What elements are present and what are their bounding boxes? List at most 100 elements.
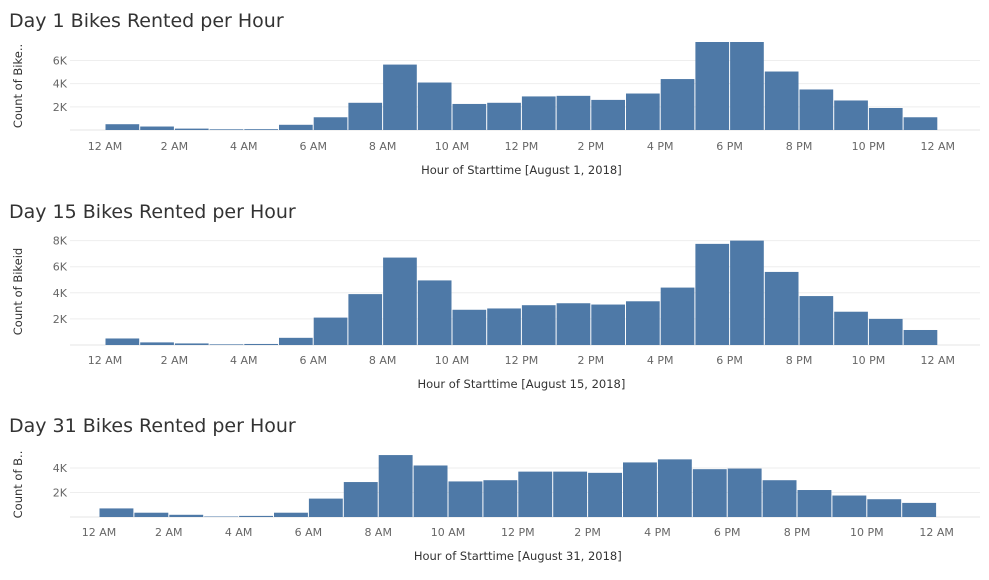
x-tick-label: 2 AM <box>155 526 183 539</box>
bar-hour-22 <box>868 318 903 345</box>
x-tick-label: 12 AM <box>921 354 956 367</box>
bar-hour-20 <box>799 296 834 345</box>
x-tick-label: 12 AM <box>88 354 123 367</box>
bar-chart-day-31: 2K 4K 12 AM 2 AM 4 AM 6 AM 8 AM 10 AM 12 PM 2 PM 4… <box>11 451 980 563</box>
bar-hour-12 <box>521 96 556 130</box>
x-tick-label: 10 PM <box>852 354 886 367</box>
x-tick-label: 12 PM <box>505 354 539 367</box>
bar-hour-6 <box>313 317 348 345</box>
x-tick-label: 6 PM <box>716 140 743 153</box>
bar-hour-22 <box>867 499 902 517</box>
bar-hour-1 <box>134 512 169 517</box>
bar-hour-2 <box>174 128 209 130</box>
y-tick-label: 2K <box>53 101 68 114</box>
bar-hour-9 <box>417 82 452 130</box>
bar-hour-2 <box>169 514 204 517</box>
chart-title: Day 15 Bikes Rented per Hour <box>9 201 296 223</box>
bar-hour-20 <box>799 89 834 130</box>
x-axis-title: Hour of Starttime [August 15, 2018] <box>417 377 625 391</box>
x-tick-label: 2 PM <box>577 140 604 153</box>
x-tick-label: 10 PM <box>850 526 884 539</box>
bar-hour-12 <box>521 305 556 345</box>
y-tick-label: 2K <box>53 486 68 499</box>
bar-chart-day-1: 2K 4K 6K 12 AM 2 AM 4 AM 6 AM 8 AM 10 AM 12 PM 2 P… <box>11 42 980 177</box>
bar-hour-3 <box>209 129 244 130</box>
bar-hour-5 <box>279 337 313 345</box>
bar-chart-day-15: 2K 4K 6K 8K 12 AM 2 AM 4 AM 6 AM 8 AM 10 AM 12 PM 2… <box>11 235 980 391</box>
x-tick-label: 10 AM <box>435 354 470 367</box>
y-axis-title: Count of Bikeid <box>11 248 25 335</box>
x-axis-title: Hour of Starttime [August 31, 2018] <box>414 549 622 563</box>
bar-hour-23 <box>903 117 938 130</box>
x-tick-label: 8 PM <box>784 526 811 539</box>
bar-hour-17 <box>692 469 727 517</box>
bar-hour-13 <box>556 95 591 130</box>
bar-hour-14 <box>588 472 622 517</box>
x-tick-label: 6 PM <box>716 354 743 367</box>
bar-hour-7 <box>348 102 383 130</box>
x-tick-label: 4 AM <box>230 354 258 367</box>
bar-hour-0 <box>99 508 134 517</box>
x-tick-label: 12 PM <box>501 526 535 539</box>
bar-hour-11 <box>487 308 521 345</box>
bar-hour-2 <box>174 343 209 345</box>
y-tick-label: 6K <box>53 55 68 68</box>
bar-hour-23 <box>903 329 938 345</box>
bar-hour-8 <box>383 64 417 130</box>
chart-panel-day-31: Day 31 Bikes Rented per Hour 2K 4K 12 AM 2 … <box>0 400 989 580</box>
x-tick-label: 4 AM <box>225 526 253 539</box>
bar-hour-20 <box>797 490 832 517</box>
bar-hour-16 <box>657 459 692 517</box>
bar-hour-14 <box>591 304 625 345</box>
bar-hour-19 <box>764 271 799 345</box>
chart-title: Day 31 Bikes Rented per Hour <box>9 415 296 437</box>
bar-hour-15 <box>626 301 660 345</box>
y-tick-label: 6K <box>53 261 68 274</box>
bar-hour-13 <box>556 303 591 345</box>
bar-hour-15 <box>623 462 657 517</box>
bar-hour-9 <box>417 280 452 345</box>
x-tick-label: 2 AM <box>161 354 189 367</box>
x-tick-label: 8 AM <box>369 140 397 153</box>
bar-hour-16 <box>660 79 695 130</box>
x-tick-label: 12 AM <box>88 140 123 153</box>
y-tick-label: 4K <box>53 287 68 300</box>
x-tick-label: 10 AM <box>431 526 466 539</box>
x-tick-label: 4 AM <box>230 140 258 153</box>
bar-hour-7 <box>348 294 383 345</box>
bar-hour-15 <box>626 93 660 130</box>
bar-hour-19 <box>762 480 797 517</box>
x-tick-label: 8 AM <box>369 354 397 367</box>
bar-hour-3 <box>209 344 244 345</box>
bar-hour-10 <box>452 309 487 345</box>
bar-hour-21 <box>834 100 868 130</box>
x-tick-label: 10 PM <box>852 140 886 153</box>
x-tick-label: 6 AM <box>295 526 323 539</box>
x-tick-label: 12 AM <box>82 526 117 539</box>
x-tick-label: 2 PM <box>574 526 601 539</box>
bar-hour-18 <box>727 468 762 517</box>
bar-hour-9 <box>413 465 448 517</box>
x-tick-label: 12 AM <box>919 526 954 539</box>
bar-hour-23 <box>902 502 937 517</box>
bar-hour-21 <box>832 495 867 517</box>
x-tick-label: 2 AM <box>161 140 189 153</box>
x-tick-label: 6 AM <box>299 354 327 367</box>
x-tick-label: 2 PM <box>577 354 604 367</box>
x-tick-label: 12 PM <box>505 140 539 153</box>
x-tick-label: 6 PM <box>714 526 741 539</box>
bar-hour-13 <box>553 471 588 517</box>
bar-hour-19 <box>764 71 799 130</box>
bar-hour-18 <box>730 240 764 345</box>
bar-hour-5 <box>279 124 313 130</box>
x-tick-label: 4 PM <box>644 526 671 539</box>
bar-hour-6 <box>313 117 348 130</box>
x-tick-label: 10 AM <box>435 140 470 153</box>
x-tick-label: 6 AM <box>299 140 327 153</box>
bar-hour-1 <box>140 342 174 345</box>
bar-hour-10 <box>452 103 487 130</box>
x-tick-label: 4 PM <box>647 354 674 367</box>
bar-hour-11 <box>487 102 521 130</box>
x-tick-label: 4 PM <box>647 140 674 153</box>
bar-hour-5 <box>274 512 308 517</box>
